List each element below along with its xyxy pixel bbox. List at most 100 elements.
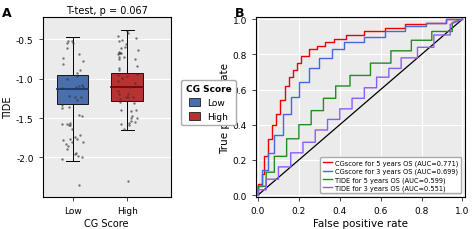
Point xyxy=(125,96,132,100)
X-axis label: CG Score: CG Score xyxy=(84,218,129,228)
TIDE for 3 years OS (AUC=0.551) xyxy=(374,87,380,90)
Point xyxy=(115,56,123,60)
CGscore for 3 years OS (AUC=0.699) xyxy=(460,19,465,22)
Point xyxy=(114,79,122,83)
TIDE for 3 years OS (AUC=0.551) xyxy=(362,98,367,100)
CGscore for 3 years OS (AUC=0.699) xyxy=(329,49,335,51)
CGscore for 5 years OS (AUC=0.771) xyxy=(423,24,428,27)
Point xyxy=(115,35,122,39)
Point xyxy=(79,84,86,88)
Title: T-test, p = 0.067: T-test, p = 0.067 xyxy=(66,6,147,16)
Point xyxy=(68,141,75,144)
TIDE for 5 years OS (AUC=0.599) xyxy=(449,22,455,25)
Point xyxy=(117,52,124,55)
TIDE for 3 years OS (AUC=0.551) xyxy=(255,188,261,191)
Point xyxy=(64,78,71,82)
CGscore for 3 years OS (AUC=0.699) xyxy=(402,26,408,28)
CGscore for 5 years OS (AUC=0.771) xyxy=(261,155,267,158)
Point xyxy=(75,114,82,117)
Point xyxy=(121,46,129,50)
Point xyxy=(128,114,136,118)
TIDE for 5 years OS (AUC=0.599) xyxy=(308,124,314,126)
TIDE for 5 years OS (AUC=0.599) xyxy=(460,19,465,22)
TIDE for 5 years OS (AUC=0.599) xyxy=(409,50,414,53)
Point xyxy=(131,121,139,125)
Point xyxy=(133,117,141,121)
CGscore for 5 years OS (AUC=0.771) xyxy=(273,124,279,126)
Point xyxy=(124,32,132,36)
TIDE for 3 years OS (AUC=0.551) xyxy=(415,47,420,49)
Line: TIDE for 5 years OS (AUC=0.599): TIDE for 5 years OS (AUC=0.599) xyxy=(258,20,463,195)
CGscore for 5 years OS (AUC=0.771) xyxy=(298,55,304,58)
CGscore for 5 years OS (AUC=0.771) xyxy=(286,85,292,88)
TIDE for 3 years OS (AUC=0.551) xyxy=(460,19,465,22)
CGscore for 5 years OS (AUC=0.771) xyxy=(306,49,312,51)
Point xyxy=(71,153,79,156)
CGscore for 5 years OS (AUC=0.771) xyxy=(265,155,271,158)
TIDE for 5 years OS (AUC=0.599) xyxy=(388,63,394,65)
CGscore for 3 years OS (AUC=0.699) xyxy=(265,152,271,155)
Point xyxy=(66,121,74,125)
TIDE for 5 years OS (AUC=0.599) xyxy=(272,155,277,158)
CGscore for 5 years OS (AUC=0.771) xyxy=(278,113,283,116)
Point xyxy=(64,40,72,44)
CGscore for 3 years OS (AUC=0.699) xyxy=(317,57,322,60)
TIDE for 5 years OS (AUC=0.599) xyxy=(296,124,302,126)
Point xyxy=(77,134,84,137)
TIDE for 5 years OS (AUC=0.599) xyxy=(429,31,435,34)
Point xyxy=(63,42,71,46)
TIDE for 3 years OS (AUC=0.551) xyxy=(362,87,367,90)
CGscore for 3 years OS (AUC=0.699) xyxy=(265,169,271,172)
Point xyxy=(114,90,121,93)
Point xyxy=(128,110,135,114)
CGscore for 5 years OS (AUC=0.771) xyxy=(286,76,292,79)
CGscore for 5 years OS (AUC=0.771) xyxy=(282,85,287,88)
Point xyxy=(76,69,83,73)
Point xyxy=(69,42,77,46)
Point xyxy=(115,57,122,61)
CGscore for 3 years OS (AUC=0.699) xyxy=(443,22,449,25)
CGscore for 5 years OS (AUC=0.771) xyxy=(443,19,449,22)
Point xyxy=(64,122,71,126)
Point xyxy=(65,95,73,98)
CGscore for 5 years OS (AUC=0.771) xyxy=(382,31,388,34)
CGscore for 5 years OS (AUC=0.771) xyxy=(402,27,408,30)
Point xyxy=(122,96,129,100)
TIDE for 3 years OS (AUC=0.551) xyxy=(325,129,330,132)
Line: CGscore for 5 years OS (AUC=0.771): CGscore for 5 years OS (AUC=0.771) xyxy=(258,20,463,195)
Bar xyxy=(57,76,89,104)
TIDE for 5 years OS (AUC=0.599) xyxy=(429,40,435,42)
CGscore for 5 years OS (AUC=0.771) xyxy=(314,49,320,51)
Point xyxy=(59,57,67,60)
Point xyxy=(64,145,72,148)
Point xyxy=(129,95,137,99)
TIDE for 3 years OS (AUC=0.551) xyxy=(325,119,330,121)
Point xyxy=(131,82,138,85)
CGscore for 3 years OS (AUC=0.699) xyxy=(272,134,277,137)
TIDE for 5 years OS (AUC=0.599) xyxy=(347,75,353,77)
Point xyxy=(118,47,125,51)
Point xyxy=(63,143,70,146)
TIDE for 5 years OS (AUC=0.599) xyxy=(347,85,353,88)
Point xyxy=(116,98,124,101)
Point xyxy=(58,106,66,110)
Point xyxy=(134,65,141,69)
X-axis label: False positive rate: False positive rate xyxy=(313,218,408,228)
CGscore for 3 years OS (AUC=0.699) xyxy=(259,185,265,188)
Point xyxy=(59,157,66,161)
Point xyxy=(73,72,81,76)
CGscore for 3 years OS (AUC=0.699) xyxy=(329,57,335,60)
Point xyxy=(79,60,86,63)
CGscore for 5 years OS (AUC=0.771) xyxy=(343,38,349,41)
CGscore for 5 years OS (AUC=0.771) xyxy=(290,69,296,72)
TIDE for 3 years OS (AUC=0.551) xyxy=(312,141,318,144)
CGscore for 5 years OS (AUC=0.771) xyxy=(323,41,328,44)
CGscore for 5 years OS (AUC=0.771) xyxy=(270,138,275,141)
TIDE for 5 years OS (AUC=0.599) xyxy=(284,155,290,158)
CGscore for 3 years OS (AUC=0.699) xyxy=(382,36,388,39)
TIDE for 5 years OS (AUC=0.599) xyxy=(296,138,302,141)
Line: TIDE for 3 years OS (AUC=0.551): TIDE for 3 years OS (AUC=0.551) xyxy=(258,20,463,195)
Point xyxy=(118,39,125,43)
CGscore for 5 years OS (AUC=0.771) xyxy=(270,124,275,126)
Point xyxy=(114,74,121,78)
